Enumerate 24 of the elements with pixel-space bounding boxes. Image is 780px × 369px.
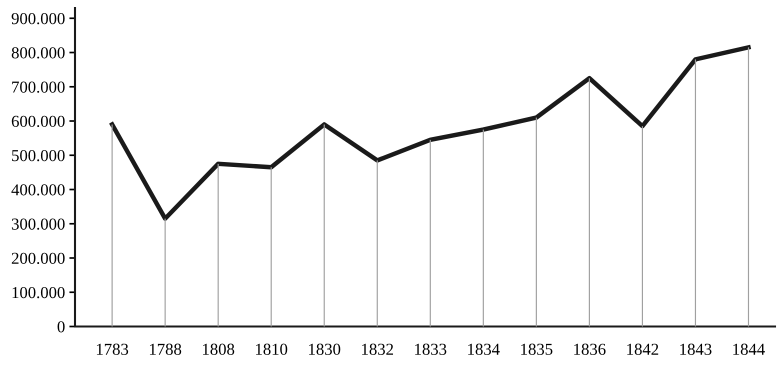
x-tick-label: 1808 — [202, 344, 234, 355]
x-tick-label: 1810 — [256, 344, 288, 355]
line-series — [110, 45, 751, 221]
x-tick-label: 1842 — [627, 344, 658, 355]
y-tick-label: 600.000 — [12, 116, 65, 128]
y-tick-label: 700.000 — [12, 81, 65, 93]
x-tick-label: 1836 — [574, 344, 606, 355]
y-tick-label: 100.000 — [12, 286, 65, 298]
y-tick-label: 400.000 — [11, 184, 65, 196]
x-tick-label: 1833 — [415, 344, 446, 355]
x-tick-label: 1783 — [96, 344, 128, 355]
y-tick-label: 0 — [58, 321, 65, 332]
x-tick-label: 1844 — [733, 344, 765, 355]
x-tick-label: 1788 — [150, 344, 182, 355]
x-tick-label: 1834 — [468, 344, 500, 355]
y-tick-label: 800.000 — [12, 47, 65, 59]
x-tick-label: 1832 — [362, 344, 394, 355]
y-tick-label: 500.000 — [12, 150, 65, 162]
x-tick-label: 1843 — [680, 344, 712, 355]
x-tick-label: 1830 — [309, 344, 340, 355]
y-tick-label: 900.000 — [12, 12, 65, 24]
y-tick-label: 200.000 — [12, 252, 65, 264]
x-tick-label: 1835 — [521, 344, 552, 355]
y-tick-label: 300.000 — [12, 218, 65, 230]
